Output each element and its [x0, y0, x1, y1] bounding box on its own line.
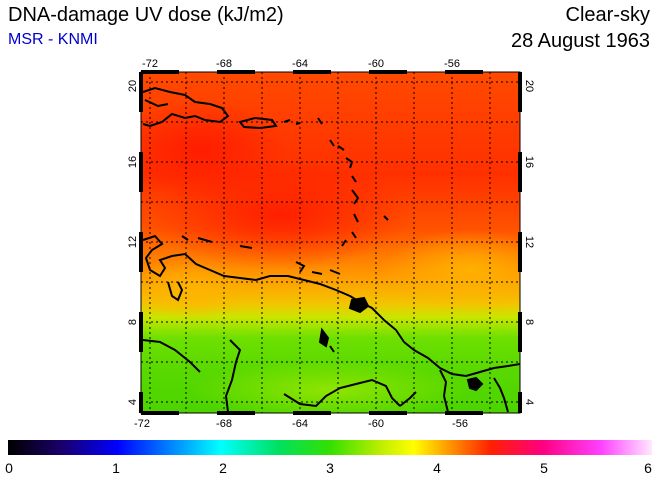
lat-tick-left-8: 8 — [127, 319, 139, 325]
uv-lower-area-west — [141, 260, 250, 320]
lat-tick-right-20: 20 — [523, 80, 535, 92]
map-date: 28 August 1963 — [510, 30, 650, 52]
colorbar-label-2: 2 — [219, 460, 227, 476]
coastlines — [142, 86, 520, 413]
colorbar-label-6: 6 — [644, 460, 652, 476]
colorbar-label-0: 0 — [5, 460, 13, 476]
uv-lower-area — [380, 230, 520, 310]
sky-condition: Clear-sky — [565, 4, 650, 26]
lon-tick-top-1: -72 — [142, 58, 158, 70]
lat-tick-right-8: 8 — [523, 319, 535, 325]
colorbar — [8, 440, 652, 455]
lon-tick-top-3: -64 — [292, 58, 308, 70]
lon-tick-bottom-3: -64 — [292, 418, 308, 430]
lon-tick-top-4: -60 — [368, 58, 384, 70]
lon-tick-top-2: -68 — [216, 58, 232, 70]
lon-tick-bottom-2: -68 — [216, 418, 232, 430]
uv-hotspot-north — [141, 100, 290, 200]
lon-tick-bottom-4: -60 — [368, 418, 384, 430]
lat-tick-right-16: 16 — [523, 156, 535, 168]
lon-tick-bottom-5: -56 — [452, 418, 468, 430]
lat-tick-left-12: 12 — [127, 236, 139, 248]
colorbar-label-1: 1 — [112, 460, 120, 476]
graticule — [141, 72, 520, 413]
colorbar-label-5: 5 — [540, 460, 548, 476]
lat-tick-left-16: 16 — [127, 156, 139, 168]
lon-tick-bottom-1: -72 — [134, 418, 150, 430]
lat-tick-left-20: 20 — [127, 80, 139, 92]
lat-tick-right-12: 12 — [523, 236, 535, 248]
colorbar-label-3: 3 — [326, 460, 334, 476]
map-source: MSR - KNMI — [8, 31, 98, 48]
lat-tick-right-4: 4 — [523, 399, 535, 405]
map-title: DNA-damage UV dose (kJ/m2) — [8, 4, 284, 26]
lat-tick-left-4: 4 — [127, 399, 139, 405]
map-frame — [139, 70, 522, 415]
colorbar-label-4: 4 — [433, 460, 441, 476]
uv-green-area — [190, 360, 470, 413]
lon-tick-top-5: -56 — [444, 58, 460, 70]
